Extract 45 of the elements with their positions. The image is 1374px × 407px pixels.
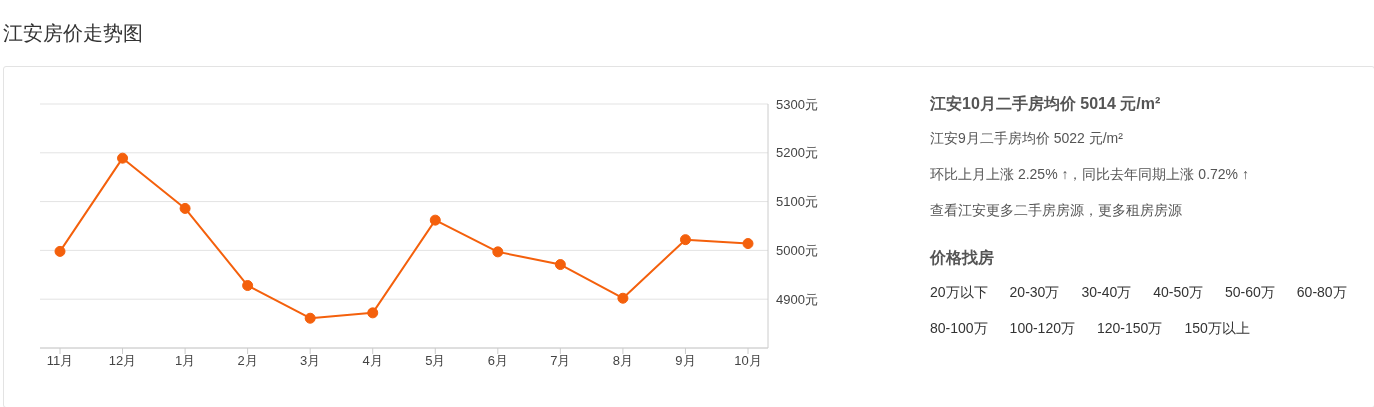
point <box>679 234 691 246</box>
text: 150万以上 <box>1184 320 1250 338</box>
point <box>742 238 754 250</box>
point <box>429 214 441 226</box>
x-tick-label: 12月 <box>108 353 137 369</box>
x-tick-label: 6月 <box>487 353 508 369</box>
x-tick-label: 4月 <box>362 353 383 369</box>
point <box>117 152 129 164</box>
text: 查看江安更多二手房房源，更多租房房源 <box>930 202 1183 220</box>
y-tick-label: 5200元 <box>776 145 818 161</box>
text: 80-100万 <box>930 320 988 338</box>
text: 40-50万 <box>1153 284 1204 302</box>
text: 100-120万 <box>1009 320 1075 338</box>
x-tick-label: 1月 <box>174 353 196 369</box>
x-tick-label: 5月 <box>425 353 446 369</box>
point <box>179 202 191 214</box>
text: 120-150万 <box>1096 320 1163 338</box>
text: 30-40万 <box>1081 284 1132 302</box>
point <box>242 280 254 292</box>
x-tick-label: 10月 <box>734 353 762 369</box>
text: 环比上月上涨 2.25% ↑，同比去年同期上涨 0.72% ↑ <box>930 166 1250 184</box>
text: 20-30万 <box>1009 284 1060 302</box>
x-tick-label: 8月 <box>612 353 634 369</box>
chart-title: 江安房价走势图 <box>3 21 143 46</box>
y-tick-label: 5100元 <box>776 194 818 210</box>
y-tick-label: 5300元 <box>776 96 818 112</box>
point <box>617 292 629 304</box>
point <box>54 245 66 257</box>
text: 20万以下 <box>930 284 988 302</box>
point <box>304 312 316 324</box>
x-tick-label: 2月 <box>237 353 258 369</box>
y-tick-label: 4900元 <box>776 291 818 307</box>
x-tick-label: 9月 <box>675 353 696 369</box>
x-tick-label: 11月 <box>46 353 74 369</box>
text: 价格找房 <box>930 248 995 268</box>
text: 江安9月二手房均价 5022 元/m² <box>930 130 1124 148</box>
text: 50-60万 <box>1225 284 1275 302</box>
text: 60-80万 <box>1296 284 1347 302</box>
point <box>492 246 504 258</box>
point <box>367 307 379 319</box>
point <box>554 259 566 271</box>
text: 江安10月二手房均价 5014 元/m² <box>930 94 1162 114</box>
y-tick-label: 5000元 <box>776 243 818 259</box>
x-tick-label: 7月 <box>550 353 571 369</box>
x-tick-label: 3月 <box>300 353 321 369</box>
